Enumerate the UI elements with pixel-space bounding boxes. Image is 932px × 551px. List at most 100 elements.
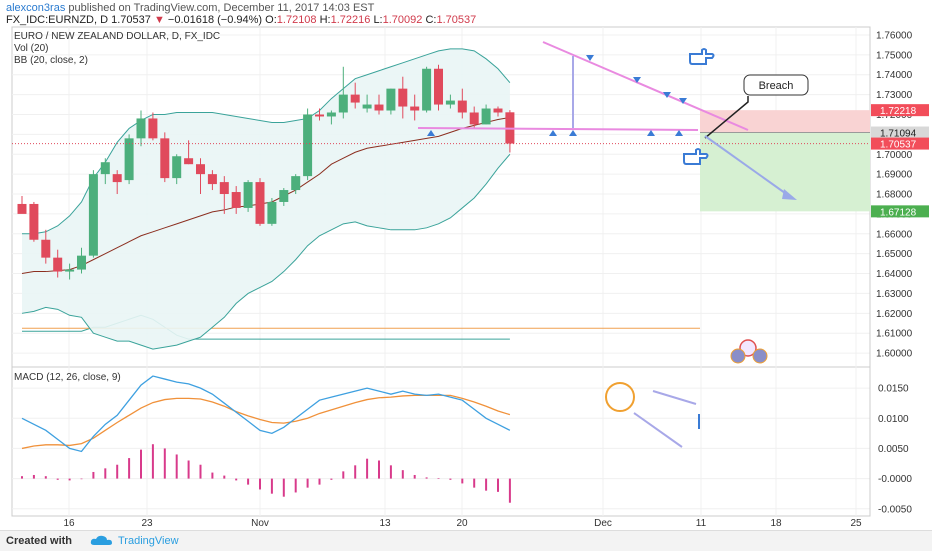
price-tag-label: 1.71094 [880, 128, 917, 139]
price-tag-label: 1.72218 [880, 106, 917, 117]
legend-title: EURO / NEW ZEALAND DOLLAR, D, FX_IDC [14, 31, 221, 42]
candle-body [160, 138, 170, 179]
time-tick-label: 13 [379, 518, 391, 529]
crossover-circle [605, 382, 635, 412]
time-tick-label: Nov [251, 518, 269, 529]
arrow-up-icon [675, 130, 683, 136]
macd-pane-frame [11, 366, 871, 517]
pointing-hand-shape [683, 148, 709, 165]
macd-tick-label: 0.0100 [878, 414, 909, 425]
price-tick-label: 1.70000 [876, 150, 913, 161]
candle-body [350, 94, 360, 103]
arrow-down-icon [663, 92, 671, 98]
time-tick-label: Dec [594, 518, 612, 529]
candle-body [326, 112, 336, 117]
symbol-label: FX_IDC:EURNZD, D [6, 14, 109, 26]
candle-body [481, 108, 491, 125]
candle-body [315, 114, 324, 117]
candle-body [65, 269, 75, 272]
price-tick-label: 1.66000 [876, 229, 913, 240]
ohlc-close-value: 1.70537 [436, 14, 477, 26]
take-profit-zone [700, 132, 870, 212]
candle-body [53, 257, 63, 272]
candle-body [100, 162, 110, 175]
macd-trend-arrow [633, 412, 683, 448]
time-tick-label: 25 [850, 518, 862, 529]
macd-tick-label: 0.0050 [878, 444, 909, 455]
pointing-hand-icon [689, 48, 715, 65]
projection-arrowhead-icon [782, 189, 797, 200]
macd-line [21, 375, 511, 453]
price-tick-label: 1.69000 [876, 170, 913, 181]
price-tag-last [871, 137, 929, 150]
price-tick-label: 1.61000 [876, 329, 913, 340]
ohlc-high-label: H: [319, 14, 331, 26]
arrow-down-icon [633, 77, 641, 83]
chart-header: alexcon3ras published on TradingView.com… [0, 0, 932, 27]
breach-label: Breach [759, 80, 794, 92]
price-tick-label: 1.65000 [876, 249, 913, 260]
candle-body [434, 68, 443, 105]
footer-bar: Created with TradingView [0, 530, 932, 551]
candle-body [219, 182, 229, 195]
tradingview-brand[interactable]: TradingView [118, 535, 179, 547]
candle-body [279, 190, 289, 202]
candle-body [386, 88, 396, 111]
publish-line: alexcon3ras published on TradingView.com… [6, 2, 374, 14]
last-price: 1.70537 [111, 14, 151, 26]
candle-body [362, 104, 372, 109]
price-tick-label: 1.74000 [876, 70, 913, 81]
time-tick-label: 18 [770, 518, 782, 529]
macd-tick-label: -0.0050 [878, 504, 912, 515]
change-arrow-icon: ▼ [153, 14, 165, 26]
price-tick-label: 1.68000 [876, 190, 913, 201]
ohlc-open-value: 1.72108 [276, 14, 317, 26]
candle-body [124, 138, 134, 181]
price-tick-label: 1.62000 [876, 309, 913, 320]
candle-body [422, 68, 432, 111]
candle-body [469, 112, 479, 125]
event-badge-icon [752, 348, 768, 364]
candle-body [398, 88, 408, 107]
price-tick-label: 1.60000 [876, 349, 913, 360]
callout-pointer [704, 96, 749, 139]
arrow-up-icon [549, 130, 557, 136]
symbol-line: FX_IDC:EURNZD, D 1.70537 ▼ −0.01618 (−0.… [6, 14, 476, 26]
legend-bollinger: BB (20, close, 2) [14, 55, 88, 66]
candle-body [77, 255, 86, 270]
price-tag-label: 1.70537 [880, 140, 917, 151]
candle-body [231, 192, 241, 208]
macd-tick-label: -0.0000 [878, 474, 912, 485]
macd-trend-arrow [652, 390, 697, 405]
bollinger-lower-line [21, 153, 511, 350]
price-tag-tp [871, 205, 929, 218]
candle-body [184, 158, 194, 165]
candle-body [112, 174, 122, 183]
published-text: published on TradingView.com, December 1… [68, 2, 375, 14]
tradingview-cloud-icon [90, 535, 112, 545]
price-tick-label: 1.76000 [876, 30, 913, 41]
resistance-trendline [542, 41, 749, 131]
candle-body [291, 176, 301, 191]
macd-signal-line [21, 394, 511, 450]
projection-arrow [704, 135, 793, 199]
price-tick-label: 1.73000 [876, 90, 913, 101]
arrow-up-icon [427, 130, 435, 136]
candle-body [410, 106, 420, 111]
author-link[interactable]: alexcon3ras [6, 2, 66, 14]
candle-body [255, 182, 265, 224]
arrow-up-icon [569, 130, 577, 136]
macd-tick-label: 0.0150 [878, 384, 909, 395]
candle-body [148, 118, 158, 139]
candle-body [493, 108, 503, 113]
pointing-hand-shape [689, 48, 715, 65]
pointing-hand-icon [683, 148, 709, 165]
candle-body [41, 239, 51, 258]
candle-body [172, 156, 182, 179]
candle-body [445, 100, 455, 105]
candle-body [457, 100, 467, 113]
breach-callout-box [743, 74, 809, 96]
ohlc-high-value: 1.72216 [330, 14, 371, 26]
time-tick-label: 23 [141, 518, 153, 529]
chart-canvas[interactable]: 1.760001.750001.740001.730001.720001.710… [0, 0, 932, 530]
